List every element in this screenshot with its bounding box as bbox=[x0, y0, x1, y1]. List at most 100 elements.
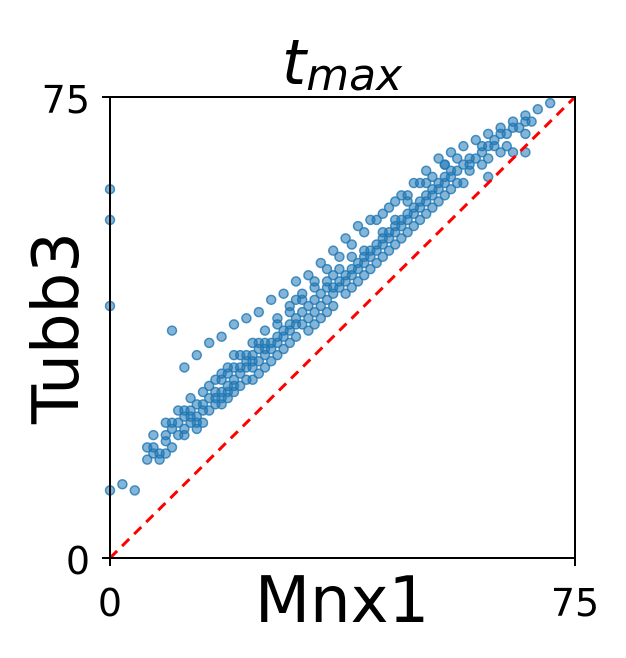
data-point bbox=[321, 294, 333, 306]
data-point bbox=[507, 116, 519, 127]
data-point bbox=[241, 313, 252, 324]
data-point bbox=[451, 165, 463, 177]
data-point bbox=[284, 300, 296, 312]
chart-title: tmax bbox=[282, 26, 403, 101]
data-point bbox=[439, 159, 451, 170]
data-point bbox=[377, 251, 389, 263]
data-point bbox=[433, 153, 444, 164]
data-point bbox=[265, 356, 277, 367]
data-point bbox=[166, 442, 178, 453]
data-point bbox=[464, 165, 475, 177]
data-point bbox=[203, 380, 215, 392]
data-point bbox=[389, 239, 401, 250]
data-point bbox=[284, 337, 296, 349]
data-point bbox=[371, 257, 382, 269]
data-point bbox=[172, 429, 184, 441]
data-point bbox=[427, 171, 438, 183]
data-point bbox=[191, 411, 203, 422]
data-point bbox=[191, 423, 203, 435]
x-tick-75: 75 bbox=[551, 581, 599, 625]
axis-ticks bbox=[102, 96, 576, 566]
y-tick-0: 0 bbox=[66, 539, 90, 583]
data-point bbox=[377, 226, 389, 238]
data-point bbox=[389, 196, 401, 207]
data-point bbox=[315, 257, 327, 269]
data-point bbox=[234, 380, 246, 392]
data-point bbox=[352, 220, 364, 232]
data-point bbox=[278, 343, 289, 355]
data-point bbox=[247, 337, 258, 349]
data-point bbox=[321, 276, 333, 287]
data-point bbox=[520, 110, 531, 121]
data-point bbox=[445, 147, 457, 158]
data-point bbox=[408, 220, 420, 232]
x-tick-0: 0 bbox=[98, 581, 122, 625]
data-point bbox=[383, 245, 395, 256]
data-point bbox=[303, 313, 314, 324]
data-point bbox=[334, 263, 345, 275]
data-point bbox=[458, 140, 469, 152]
data-point bbox=[185, 417, 196, 429]
data-point bbox=[272, 349, 283, 361]
data-point bbox=[340, 233, 351, 244]
data-point bbox=[222, 392, 234, 404]
data-point bbox=[296, 288, 308, 299]
data-point bbox=[501, 140, 513, 152]
data-point bbox=[321, 263, 333, 275]
data-point bbox=[433, 196, 444, 207]
data-point bbox=[346, 251, 358, 263]
data-point bbox=[513, 122, 525, 133]
data-point bbox=[470, 153, 482, 164]
data-point bbox=[495, 122, 506, 133]
data-point bbox=[520, 128, 531, 140]
data-point bbox=[303, 325, 314, 336]
data-point bbox=[272, 313, 283, 324]
data-point bbox=[296, 319, 308, 330]
data-point bbox=[377, 208, 389, 220]
data-point bbox=[191, 349, 203, 361]
data-point bbox=[358, 226, 370, 238]
data-point bbox=[259, 362, 271, 373]
data-point bbox=[365, 214, 376, 226]
data-point bbox=[259, 325, 271, 336]
data-point bbox=[439, 190, 451, 201]
data-point bbox=[234, 349, 246, 361]
y-tick-75: 75 bbox=[42, 78, 90, 122]
data-point bbox=[309, 294, 320, 306]
data-point bbox=[228, 319, 240, 330]
data-point bbox=[160, 417, 172, 429]
data-point bbox=[476, 140, 488, 152]
data-point bbox=[470, 134, 482, 146]
y-axis-label: Tubb3 bbox=[20, 232, 94, 425]
data-point bbox=[303, 300, 314, 312]
data-point bbox=[141, 454, 153, 465]
data-point bbox=[216, 368, 227, 379]
data-point bbox=[290, 331, 302, 342]
data-point bbox=[321, 306, 333, 318]
plot-area bbox=[104, 97, 556, 496]
data-point bbox=[303, 270, 314, 281]
data-point bbox=[228, 386, 240, 398]
data-point bbox=[191, 399, 203, 410]
data-point bbox=[315, 288, 327, 299]
data-point bbox=[427, 202, 438, 213]
data-point bbox=[532, 104, 544, 115]
data-point bbox=[358, 270, 370, 281]
data-point bbox=[253, 306, 265, 318]
axes-frame bbox=[109, 96, 576, 559]
data-point bbox=[210, 374, 221, 385]
data-point bbox=[327, 300, 339, 312]
data-point bbox=[129, 485, 141, 496]
data-point bbox=[290, 313, 302, 324]
data-point bbox=[451, 153, 463, 164]
data-point bbox=[445, 183, 457, 195]
data-point bbox=[222, 362, 234, 373]
data-point bbox=[420, 208, 432, 220]
data-point bbox=[309, 306, 320, 318]
title-main: t bbox=[282, 26, 309, 99]
data-point bbox=[327, 270, 339, 281]
data-point bbox=[389, 214, 401, 226]
data-point bbox=[197, 417, 209, 429]
data-point bbox=[482, 128, 494, 140]
